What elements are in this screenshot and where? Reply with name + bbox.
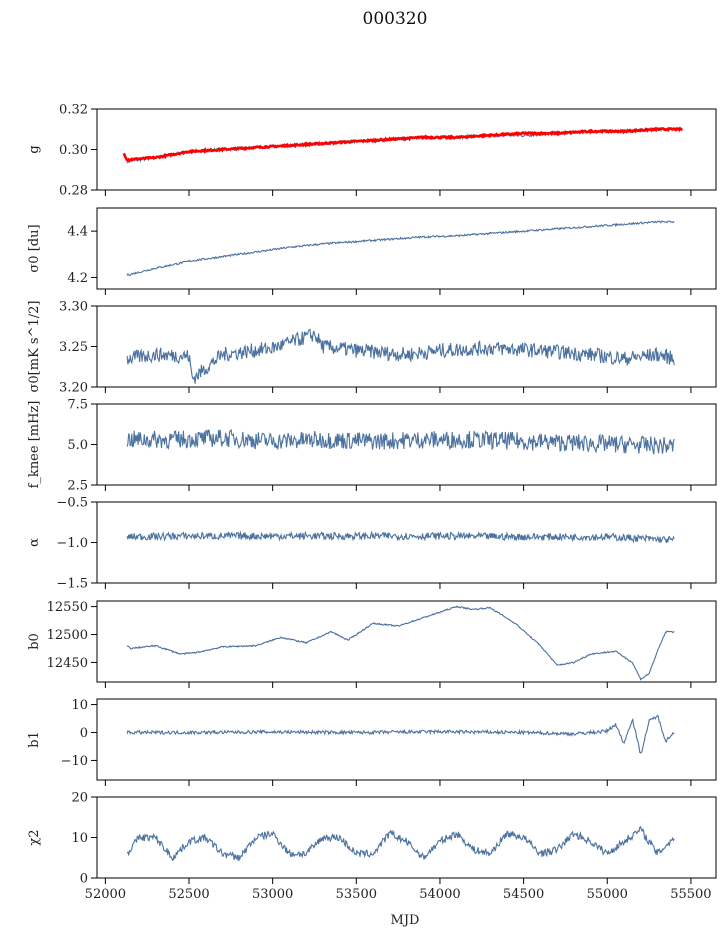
x-tick-label-5: 54500 — [503, 887, 544, 902]
axes-frame-2 — [96, 305, 717, 388]
y-tick-label-6-0: −10 — [61, 754, 88, 769]
axes-frame-7 — [96, 796, 717, 879]
y-tick-label-5-1: 12500 — [47, 628, 88, 643]
y-tick-label-5-2: 12550 — [47, 600, 88, 615]
axes-frame-1 — [96, 207, 717, 290]
y-tick-label-3-1: 5.0 — [67, 438, 88, 453]
y-tick-label-0-0: 0.28 — [59, 184, 88, 199]
panel-6: −10 0 10 b1 — [27, 698, 717, 786]
y-axis-label-0: g — [27, 145, 42, 153]
y-tick-label-3-0: 2.5 — [67, 479, 88, 494]
y-tick-label-2-0: 3.20 — [59, 381, 88, 396]
x-tick-label-7: 55500 — [670, 887, 711, 902]
y-tick-label-4-1: −1.0 — [56, 536, 88, 551]
y-axis-label-3: f_knee [mHz] — [27, 401, 42, 489]
y-tick-label-3-2: 7.5 — [67, 398, 88, 413]
y-tick-label-6-1: 0 — [80, 726, 88, 741]
series-line-2 — [126, 328, 675, 384]
axes-frame-4 — [96, 501, 717, 584]
figure-title: 000320 — [363, 9, 428, 29]
y-tick-label-7-0: 0 — [80, 872, 88, 887]
series-line-4 — [126, 530, 675, 544]
y-tick-label-7-2: 20 — [71, 791, 88, 806]
y-tick-label-7-1: 10 — [71, 831, 88, 846]
series-line-6 — [126, 714, 675, 754]
series-line-7 — [126, 825, 675, 862]
panel-1: 4.2 4.4 σ0 [du] — [27, 207, 717, 295]
series-line-5 — [126, 605, 675, 681]
y-tick-label-0-2: 0.32 — [59, 103, 88, 118]
x-tick-label-4: 54000 — [419, 887, 460, 902]
series-line-0 — [126, 126, 675, 164]
panel-2: 3.20 3.25 3.30 σ0[mK s^1/2] — [27, 300, 717, 396]
y-axis-label-5: b0 — [27, 633, 42, 650]
panel-4: −1.5 −1.0 −0.5 α — [27, 496, 717, 592]
x-axis-label: MJD — [391, 913, 420, 928]
y-axis-label-7: χ2 — [27, 829, 42, 845]
panel-5: 12450 12500 12550 b0 — [27, 600, 717, 688]
y-tick-label-2-1: 3.25 — [59, 340, 88, 355]
x-tick-label-3: 53500 — [336, 887, 377, 902]
y-axis-label-1: σ0 [du] — [27, 224, 42, 272]
y-axis-label-4: α — [27, 538, 42, 547]
series-line-3 — [126, 428, 675, 455]
y-tick-label-0-1: 0.30 — [59, 143, 88, 158]
fit-line-0 — [122, 126, 683, 162]
axes-frame-6 — [96, 698, 717, 781]
x-tick-label-1: 52500 — [168, 887, 209, 902]
y-tick-label-4-2: −0.5 — [56, 496, 88, 511]
panel-0: 0.28 0.30 0.32 g — [27, 103, 717, 199]
y-tick-label-1-0: 4.2 — [67, 271, 88, 286]
y-tick-label-6-2: 10 — [71, 698, 88, 713]
panel-3: 2.5 5.0 7.5 f_knee [mHz] — [27, 398, 717, 494]
y-tick-label-5-0: 12450 — [47, 656, 88, 671]
y-tick-label-4-0: −1.5 — [56, 577, 88, 592]
y-tick-label-1-1: 4.4 — [67, 225, 88, 240]
axes-frame-5 — [96, 600, 717, 683]
y-axis-label-2: σ0[mK s^1/2] — [27, 301, 42, 393]
panel-7: 0 10 20 52000 52500 53000 53500 54000 54500 55000… — [27, 791, 717, 902]
y-axis-label-6: b1 — [27, 731, 42, 748]
x-tick-label-2: 53000 — [252, 887, 293, 902]
axes-frame-0 — [96, 108, 717, 191]
panels: 0.28 0.30 0.32 g 4.2 4.4 σ0 [du] 3.20 3.25 3.30 σ0… — [27, 103, 717, 902]
series-line-1 — [126, 220, 675, 276]
y-tick-label-2-2: 3.30 — [59, 300, 88, 315]
x-tick-label-6: 55000 — [587, 887, 628, 902]
x-tick-label-0: 52000 — [85, 887, 126, 902]
